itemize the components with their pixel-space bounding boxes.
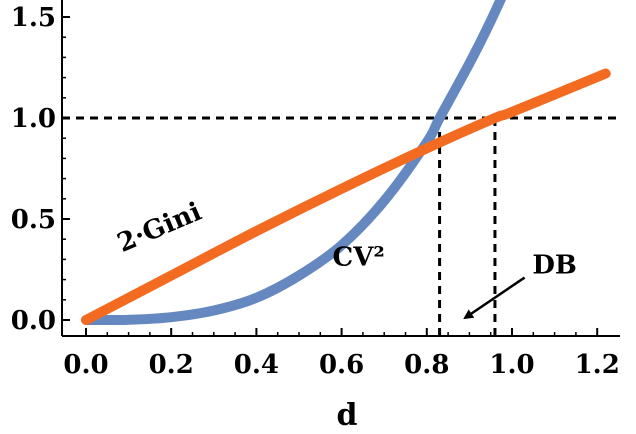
series-group [81,0,611,326]
x-tick-label-0: 0.0 [63,350,108,380]
series-line-2 [81,68,611,325]
annotation-1: 2·Gini [113,197,206,259]
y-tick-label-2: 1.0 [11,104,56,134]
x-axis-title: d [337,398,358,433]
annotation-3: DB [532,251,577,281]
ticks: 0.0 0.2 0.4 0.6 0.8 1.0 1.2 0.0 0.5 1.0 1.5 [11,3,620,380]
y-tick-label-3: 1.5 [11,3,56,33]
y-tick-label-0: 0.0 [11,306,56,336]
x-tick-label-2: 0.4 [234,350,279,380]
x-tick-label-4: 0.8 [404,350,449,380]
annotation-2: CV² [333,242,385,272]
x-tick-label-5: 1.0 [489,350,534,380]
x-tick-label-1: 0.2 [149,350,194,380]
series-line-1 [81,0,506,326]
x-tick-label-6: 1.2 [575,350,620,380]
x-tick-label-3: 0.6 [319,350,364,380]
plot-area: 2·Gini CV² DB [62,0,620,336]
annotation-arrow-3 [463,276,526,320]
y-tick-label-1: 0.5 [11,205,56,235]
